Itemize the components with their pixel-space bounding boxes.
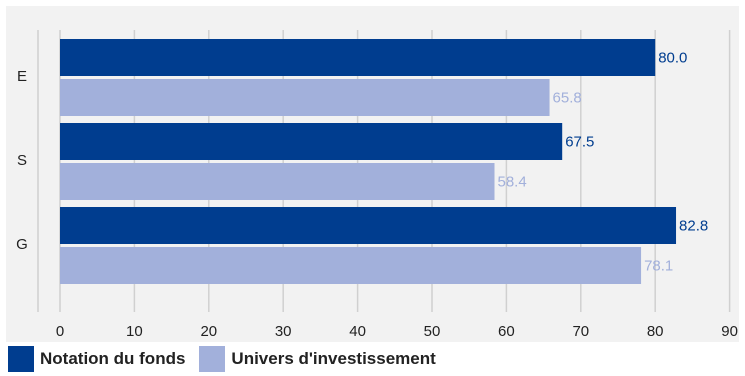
x-tick-label: 90 — [721, 323, 738, 340]
x-tick-label: 20 — [200, 323, 217, 340]
bar — [60, 123, 563, 160]
legend-item-fund: Notation du fonds — [8, 346, 185, 372]
bars — [60, 39, 677, 284]
data-label: 82.8 — [679, 218, 708, 235]
category-label: S — [17, 152, 27, 169]
bar — [60, 79, 550, 116]
x-tick-label: 30 — [275, 323, 292, 340]
x-tick-label: 60 — [498, 323, 515, 340]
x-tick-label: 10 — [126, 323, 143, 340]
legend-label-fund: Notation du fonds — [40, 349, 186, 368]
data-label: 78.1 — [644, 258, 673, 275]
bar — [60, 163, 495, 200]
x-tick-label: 0 — [56, 323, 64, 340]
data-label: 58.4 — [497, 174, 526, 191]
bar — [60, 207, 677, 244]
x-tick-label: 70 — [572, 323, 589, 340]
category-label: E — [17, 68, 27, 85]
data-label: 65.8 — [553, 90, 582, 107]
legend: Notation du fonds Univers d'investisseme… — [8, 345, 450, 373]
x-tick-labels: 0 10 20 30 40 50 60 70 80 90 — [56, 323, 738, 340]
data-label: 80.0 — [658, 50, 687, 67]
legend-swatch-universe — [199, 346, 226, 372]
category-label: G — [16, 236, 28, 253]
x-tick-label: 80 — [647, 323, 664, 340]
legend-label-universe: Univers d'investissement — [231, 349, 436, 368]
x-tick-label: 50 — [424, 323, 441, 340]
category-labels: E S G — [16, 68, 28, 253]
legend-item-universe: Univers d'investissement — [199, 346, 436, 372]
bar — [60, 247, 642, 284]
legend-swatch-fund — [8, 346, 34, 372]
data-label: 67.5 — [565, 134, 594, 151]
bar — [60, 39, 656, 76]
data-labels: 80.0 65.8 67.5 58.4 82.8 78.1 — [497, 50, 708, 275]
x-tick-label: 40 — [349, 323, 366, 340]
